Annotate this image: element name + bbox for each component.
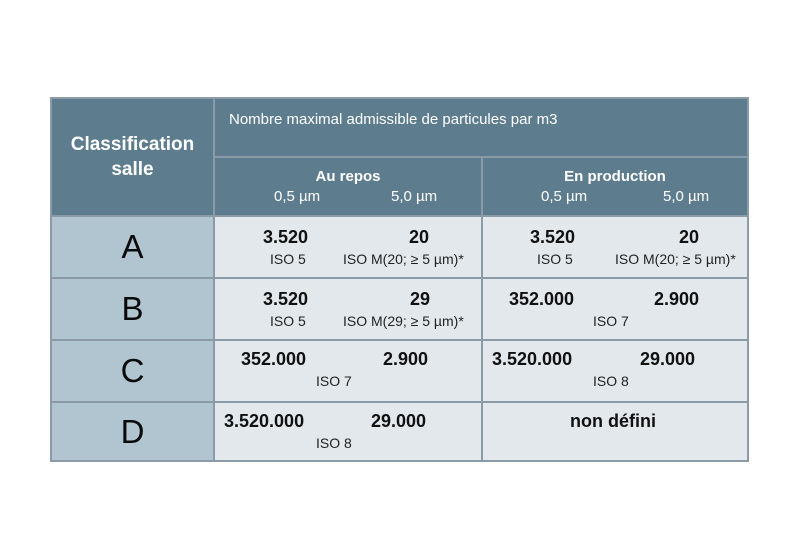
iso-class-05: ISO 5 (270, 313, 306, 329)
value-50: 29.000 (640, 349, 696, 369)
iso-class-05: ISO 5 (270, 251, 306, 267)
header-en-production-cell: En production 0,5 µm 5,0 µm (483, 158, 747, 215)
class-letter: B (121, 290, 144, 327)
value-50: 2.900 (654, 289, 700, 309)
class-letter: A (121, 228, 144, 265)
au-repos-unit-05: 0,5 µm (274, 188, 321, 205)
row-d-en-production: non défini (483, 403, 747, 460)
iso-class-50: ISO M(20; ≥ 5 µm)* (615, 251, 736, 267)
class-cell-c: C (52, 341, 213, 401)
value-50: 20 (679, 227, 700, 247)
value-05: 3.520 (530, 227, 576, 247)
class-cell-a: A (52, 217, 213, 277)
au-repos-unit-50: 5,0 µm (391, 188, 438, 205)
value-50: 2.900 (383, 349, 429, 369)
header-nombre-cell: Nombre maximal admissible de particules … (215, 99, 747, 156)
iso-class-50: ISO M(20; ≥ 5 µm)* (343, 251, 464, 267)
iso-class-50: ISO M(29; ≥ 5 µm)* (343, 313, 464, 329)
value-50: 29.000 (371, 411, 427, 431)
cleanroom-classification-table: Classification salle Nombre maximal admi… (50, 97, 749, 462)
en-production-unit-50: 5,0 µm (663, 188, 710, 205)
value-05: 3.520.000 (492, 349, 573, 369)
row-c-en-production: 3.520.000 29.000 ISO 8 (483, 341, 747, 401)
au-repos-label: Au repos (315, 168, 381, 185)
classification-line1: Classification (70, 134, 195, 155)
value-05: 352.000 (509, 289, 575, 309)
class-cell-d: D (52, 403, 213, 460)
row-b-au-repos: 3.520 29 ISO 5 ISO M(29; ≥ 5 µm)* (215, 279, 481, 339)
row-a-en-production: 3.520 20 ISO 5 ISO M(20; ≥ 5 µm)* (483, 217, 747, 277)
iso-class: ISO 7 (316, 373, 352, 389)
row-b-en-production: 352.000 2.900 ISO 7 (483, 279, 747, 339)
en-production-label: En production (564, 168, 666, 185)
en-production-unit-05: 0,5 µm (541, 188, 588, 205)
value-50: 29 (410, 289, 431, 309)
row-d-au-repos: 3.520.000 29.000 ISO 8 (215, 403, 481, 460)
header-au-repos-cell: Au repos 0,5 µm 5,0 µm (215, 158, 481, 215)
iso-class: ISO 8 (316, 435, 352, 451)
header-classification-cell: Classification salle (52, 99, 213, 215)
value-50: 20 (409, 227, 430, 247)
value-05: 3.520 (263, 227, 309, 247)
iso-class: ISO 7 (593, 313, 629, 329)
value-05: 3.520 (263, 289, 309, 309)
row-a-au-repos: 3.520 20 ISO 5 ISO M(20; ≥ 5 µm)* (215, 217, 481, 277)
nombre-title: Nombre maximal admissible de particules … (229, 111, 558, 128)
classification-title: Classification salle (52, 132, 213, 182)
iso-class: ISO 8 (593, 373, 629, 389)
row-c-au-repos: 352.000 2.900 ISO 7 (215, 341, 481, 401)
not-defined-text: non défini (570, 411, 656, 431)
class-cell-b: B (52, 279, 213, 339)
class-letter: D (120, 413, 145, 450)
iso-class-05: ISO 5 (537, 251, 573, 267)
value-05: 352.000 (241, 349, 307, 369)
value-05: 3.520.000 (224, 411, 305, 431)
class-letter: C (120, 352, 145, 389)
classification-line2: salle (111, 159, 154, 180)
